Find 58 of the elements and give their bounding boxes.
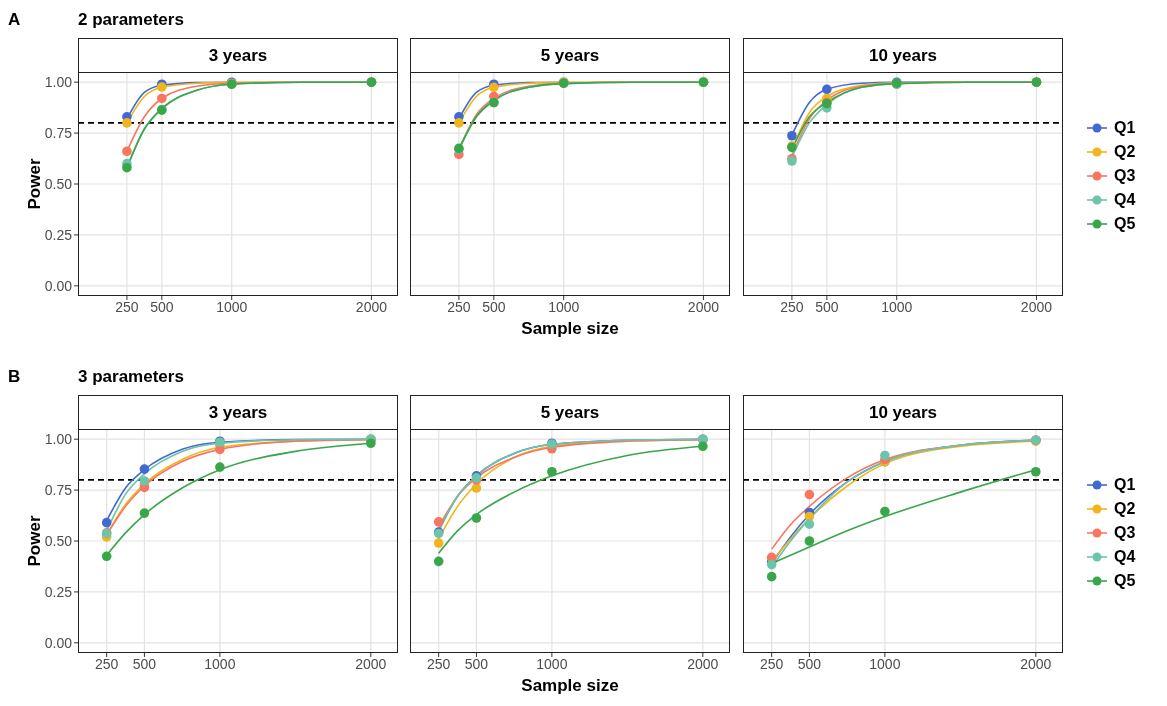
x-tick-label: 250 — [427, 655, 451, 672]
y-tick-label: 0.50 — [44, 175, 73, 192]
y-tick-label: 0.75 — [44, 125, 73, 142]
y-tick-label: 0.75 — [44, 482, 73, 499]
x-tick-label: 500 — [464, 655, 489, 672]
legend-label: Q4 — [1114, 191, 1136, 209]
x-tick-label: 500 — [797, 655, 822, 672]
y-tick-label: 0.25 — [44, 583, 73, 600]
chart-title: 3 years — [78, 38, 398, 73]
legend-label: Q2 — [1114, 500, 1136, 518]
legend-label: Q3 — [1114, 167, 1136, 185]
text: B — [8, 367, 21, 387]
y-tick-label: 0.50 — [44, 532, 73, 549]
legend-label: Q2 — [1114, 143, 1136, 161]
chart-title: 10 years — [743, 395, 1063, 430]
x-tick-label: 2000 — [355, 298, 388, 315]
x-tick-label: 1000 — [869, 655, 901, 672]
x-tick-label: 500 — [132, 655, 157, 672]
x-tick-label: 250 — [760, 655, 784, 672]
legend-label: Q5 — [1114, 572, 1136, 590]
legend-label: Q1 — [1114, 119, 1136, 137]
x-tick-label: 1000 — [204, 655, 236, 672]
chart-title: 3 years — [78, 395, 398, 430]
x-tick-label: 1000 — [548, 298, 580, 315]
x-tick-label: 500 — [482, 298, 506, 315]
x-tick-label: 2000 — [1020, 298, 1053, 315]
y-tick-label: 1.00 — [44, 74, 73, 91]
chart-title: 5 years — [410, 38, 730, 73]
text: 2 parameters — [78, 10, 184, 30]
x-tick-label: 2000 — [687, 655, 719, 672]
chart-title: 10 years — [743, 38, 1063, 73]
x-tick-label: 250 — [447, 298, 471, 315]
x-tick-label: 1000 — [536, 655, 568, 672]
y-tick-label: 1.00 — [44, 431, 73, 448]
x-tick-label: 2000 — [687, 298, 720, 315]
x-tick-label: 250 — [115, 298, 139, 315]
chart-title: 5 years — [410, 395, 730, 430]
x-axis-title: Sample size — [521, 319, 619, 338]
legend-label: Q1 — [1114, 476, 1136, 494]
y-tick-label: 0.00 — [44, 277, 73, 294]
x-tick-label: 2000 — [1020, 655, 1052, 672]
legend-label: Q5 — [1114, 215, 1136, 233]
legend-label: Q4 — [1114, 548, 1136, 566]
y-axis-title: Power — [25, 515, 45, 567]
text: A — [8, 10, 21, 30]
x-tick-label: 500 — [815, 298, 839, 315]
y-axis-title: Power — [25, 158, 45, 210]
x-tick-label: 500 — [150, 298, 174, 315]
x-axis-title: Sample size — [521, 676, 619, 695]
x-tick-label: 2000 — [355, 655, 387, 672]
y-tick-label: 0.00 — [44, 634, 73, 651]
text: 3 parameters — [78, 367, 184, 387]
x-tick-label: 250 — [95, 655, 119, 672]
x-tick-label: 1000 — [881, 298, 913, 315]
x-tick-label: 1000 — [216, 298, 248, 315]
y-tick-label: 0.25 — [44, 226, 73, 243]
x-tick-label: 250 — [780, 298, 804, 315]
legend-label: Q3 — [1114, 524, 1136, 542]
